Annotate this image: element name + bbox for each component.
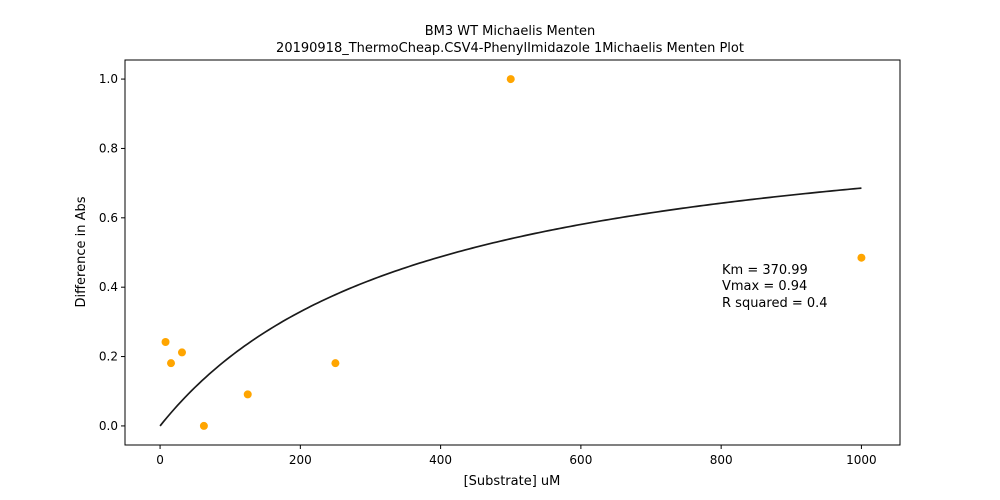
data-point [857, 253, 866, 262]
y-axis: 0.0 0.2 0.4 0.6 0.8 1.0 [99, 72, 125, 433]
y-tick-label: 0.8 [99, 141, 118, 155]
y-axis-label: Difference in Abs [74, 196, 89, 307]
x-tick-label: 800 [710, 453, 733, 467]
plot-area [159, 75, 866, 430]
x-axis: 0 200 400 600 800 1000 [156, 445, 877, 467]
data-point [506, 75, 515, 84]
fit-curve [159, 187, 862, 427]
fit-annotation: Km = 370.99 Vmax = 0.94 R squared = 0.4 [722, 263, 828, 311]
km-annotation: Km = 370.99 [722, 263, 808, 278]
vmax-annotation: Vmax = 0.94 [722, 279, 807, 294]
x-tick-label: 200 [289, 453, 312, 467]
data-point [167, 359, 176, 368]
data-point [161, 337, 170, 346]
data-point [199, 421, 208, 430]
axes-frame [124, 59, 901, 446]
data-point [243, 390, 252, 399]
x-tick-label: 1000 [846, 453, 877, 467]
y-tick-label: 0.4 [99, 280, 118, 294]
x-axis-label: [Substrate] uM [464, 474, 561, 489]
x-tick-label: 600 [569, 453, 592, 467]
data-point [331, 359, 340, 368]
y-tick-label: 0.0 [99, 419, 118, 433]
y-tick-label: 0.6 [99, 211, 118, 225]
y-tick-label: 1.0 [99, 72, 118, 86]
chart-title: BM3 WT Michaelis Menten [425, 24, 596, 39]
y-tick-label: 0.2 [99, 350, 118, 364]
r-squared-annotation: R squared = 0.4 [722, 296, 828, 311]
chart-subtitle: 20190918_ThermoCheap.CSV4-PhenylImidazol… [276, 41, 744, 56]
x-tick-label: 0 [156, 453, 164, 467]
x-tick-label: 400 [429, 453, 452, 467]
data-point [177, 348, 186, 357]
